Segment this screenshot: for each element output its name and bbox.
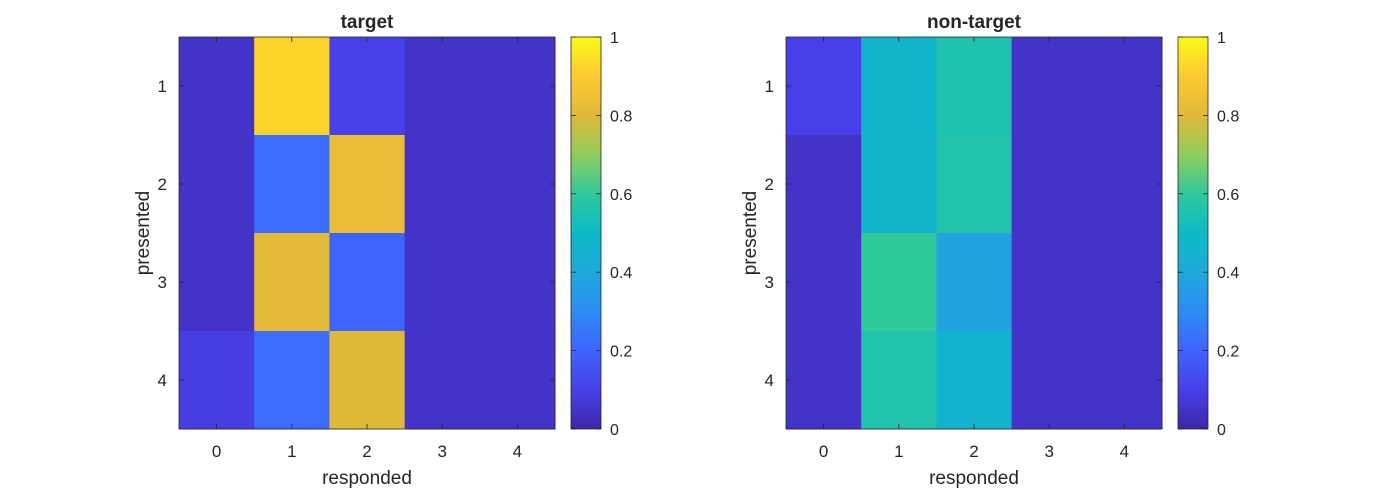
- y-tick-label: 1: [158, 77, 167, 96]
- heatmap-cell: [861, 37, 937, 136]
- heatmap-cell: [861, 135, 937, 234]
- colorbar: [1177, 36, 1209, 430]
- heatmap-cell: [1086, 37, 1163, 136]
- colorbar-tick-label: 0.2: [1217, 344, 1239, 361]
- heatmap-cell: [936, 135, 1013, 234]
- colorbar-tick-label: 0.6: [610, 187, 632, 204]
- colorbar-tick-label: 0.8: [610, 108, 632, 125]
- x-tick-label: 4: [513, 442, 522, 461]
- colorbar-tick-label: 0.2: [610, 344, 632, 361]
- y-tick-label: 4: [158, 371, 167, 390]
- y-tick-label: 1: [765, 77, 774, 96]
- y-tick-label: 3: [158, 273, 167, 292]
- heatmap-cell: [329, 135, 406, 234]
- colorbar-tick-label: 0.4: [610, 265, 632, 282]
- heatmap-cell: [329, 37, 406, 136]
- heatmap-cell: [1086, 233, 1163, 332]
- heatmap-cell: [179, 135, 255, 234]
- heatmap-cell: [479, 331, 556, 430]
- y-tick-label: 3: [765, 273, 774, 292]
- y-axis-label: presented: [133, 191, 154, 276]
- heatmap-cell: [479, 37, 556, 136]
- heatmap-cell: [1011, 37, 1088, 136]
- x-tick-label: 2: [362, 442, 371, 461]
- x-tick-label: 1: [287, 442, 296, 461]
- heatmap-cell: [861, 233, 937, 332]
- heatmap-cell: [329, 331, 406, 430]
- heatmap-cell: [179, 37, 255, 136]
- heatmap-cell: [179, 233, 255, 332]
- heatmap-cell: [936, 331, 1013, 430]
- heatmap-cell: [329, 233, 406, 332]
- colorbar-tick-label: 0: [610, 422, 619, 439]
- colorbar-tick-label: 0.4: [1217, 265, 1239, 282]
- colorbar-tick-label: 0.6: [1217, 187, 1239, 204]
- colorbar-tick-label: 1: [1217, 30, 1226, 47]
- heatmap-cell: [254, 37, 330, 136]
- x-axis-label: responded: [322, 468, 412, 489]
- heatmap-cell: [479, 233, 556, 332]
- heatmap-cell: [936, 233, 1013, 332]
- colorbar-tick-label: 0: [1217, 422, 1226, 439]
- heatmap-cell: [1086, 331, 1163, 430]
- heatmap-cell: [479, 135, 556, 234]
- colorbar-tick-label: 1: [610, 30, 619, 47]
- x-tick-label: 3: [1044, 442, 1053, 461]
- heatmap-cell: [404, 135, 481, 234]
- y-tick-label: 2: [158, 175, 167, 194]
- x-tick-label: 4: [1120, 442, 1129, 461]
- y-axis-label: presented: [740, 191, 761, 276]
- heatmap-cell: [254, 135, 330, 234]
- heatmap-cell: [1011, 331, 1088, 430]
- colorbar: [570, 36, 602, 430]
- x-tick-label: 1: [894, 442, 903, 461]
- heatmap-cell: [786, 37, 862, 136]
- x-tick-label: 0: [212, 442, 221, 461]
- heatmap-panel-1: 0 1 2 3 4 1 2 3 4 non-target responded presented 0 0.…: [740, 12, 1239, 489]
- heatmap-cell: [404, 331, 481, 430]
- y-tick-label: 2: [765, 175, 774, 194]
- heatmap-cell: [1011, 233, 1088, 332]
- chart-title: non-target: [927, 12, 1022, 33]
- colorbar-tick-label: 0.8: [1217, 108, 1239, 125]
- heatmap-cell: [861, 331, 937, 430]
- x-tick-label: 0: [819, 442, 828, 461]
- x-axis-label: responded: [929, 468, 1019, 489]
- heatmap-cell: [404, 37, 481, 136]
- heatmap-cell: [179, 331, 255, 430]
- chart-title: target: [341, 12, 394, 33]
- heatmap-cell: [936, 37, 1013, 136]
- x-tick-label: 2: [969, 442, 978, 461]
- heatmap-cell: [1086, 135, 1163, 234]
- y-tick-label: 4: [765, 371, 774, 390]
- x-tick-label: 3: [437, 442, 446, 461]
- heatmap-cell: [254, 331, 330, 430]
- heatmap-cell: [254, 233, 330, 332]
- heatmap-cell: [786, 331, 862, 430]
- heatmap-cell: [404, 233, 481, 332]
- heatmap-cell: [786, 233, 862, 332]
- heatmap-cell: [1011, 135, 1088, 234]
- heatmap-panel-0: 0 1 2 3 4 1 2 3 4 target responded presented 0 0.2 0.4…: [133, 12, 632, 489]
- heatmap-cell: [786, 135, 862, 234]
